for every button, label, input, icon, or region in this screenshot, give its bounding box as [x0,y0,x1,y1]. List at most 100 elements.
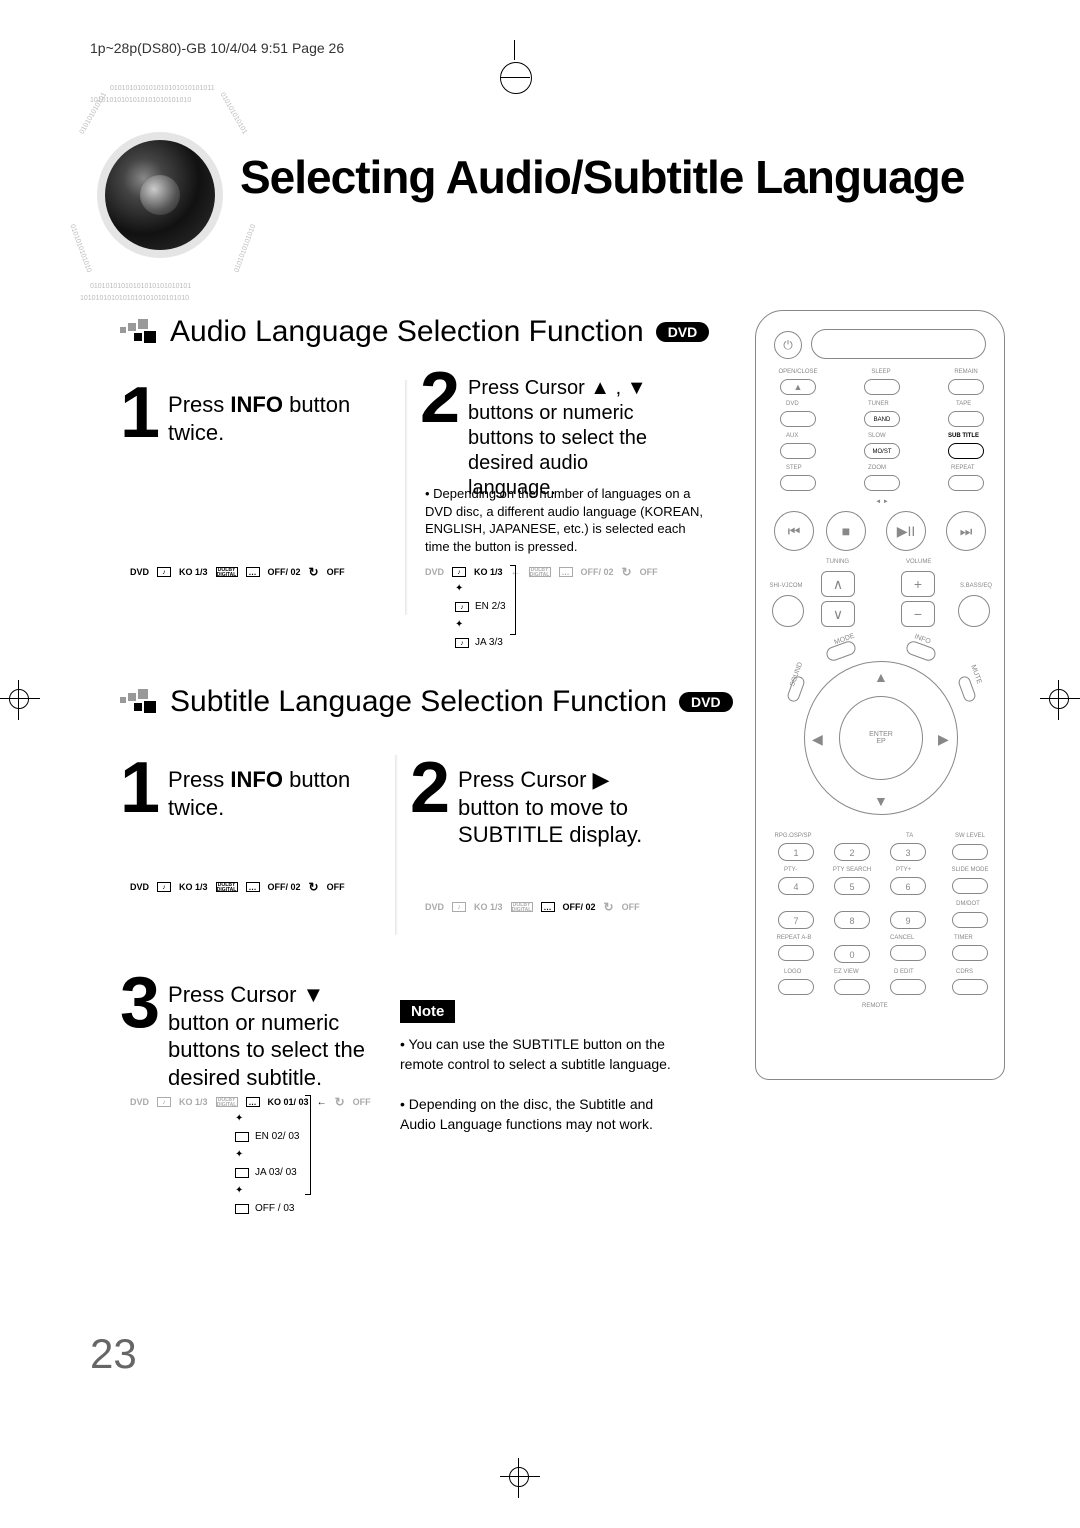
label-ptyp: PTY+ [896,867,911,873]
remain-button[interactable] [948,379,984,395]
subtitle-step-1: 1 Press INFO button twice. [120,760,380,821]
label-remain: REMAIN [946,369,986,375]
audio-step-2: 2 Press Cursor ▲ , ▼ buttons or numeric … [420,370,680,501]
dvd-badge: DVD [679,692,733,712]
slide-button[interactable] [952,878,988,894]
info-bar-audio-2: DVD ♪ KO 1/3 ← DOLBY DIGITAL OFF/ 02 ↻ O… [425,565,658,579]
label-timer: TIMER [954,935,973,941]
label-ptym: PTY- [784,867,797,873]
label-sbasseq: S.BASS/EQ [956,583,996,589]
num-9[interactable]: 9 [890,911,926,929]
label-swlevel: SW LEVEL [948,833,992,839]
label-dmdot: DM/DOT [948,901,988,907]
label-sleep: SLEEP [866,369,896,375]
tuner-band-button[interactable]: BAND [864,411,900,427]
audio-step-1: 1 Press INFO button twice. [120,385,380,446]
dpad-up[interactable]: ▲ [874,669,888,685]
num-3[interactable]: 3 [890,843,926,861]
step-number: 2 [410,760,450,818]
tuning-up[interactable]: ∧ [821,571,855,597]
label-ptysearch: PTY SEARCH [830,867,874,873]
dmdot-button[interactable] [952,912,988,928]
label-sedit: D EDIT [894,969,914,975]
audio-section-text: Audio Language Selection Function [170,315,644,349]
slow-button[interactable]: MO/ST [864,443,900,459]
repeat-button[interactable] [948,475,984,491]
sbasseq-button[interactable] [958,595,990,627]
label-mute: MUTE [969,664,982,685]
play-pause-button[interactable]: ▶II [886,511,926,551]
volume-up[interactable]: + [901,571,935,597]
zoom-button[interactable] [864,475,900,491]
label-subtitle: SUB TITLE [948,433,979,439]
dvd-badge: DVD [656,322,710,342]
step-number: 3 [120,975,160,1033]
sleep-button[interactable] [864,379,900,395]
ezview-button[interactable] [834,979,870,995]
info-bar-sub-2: DVD ♪ KO 1/3 DOLBY DIGITAL OFF/ 02 ↻ OFF [425,900,640,914]
logo-button[interactable] [778,979,814,995]
enter-button[interactable]: ENTER EP [839,696,923,780]
label-aux: AUX [786,433,798,439]
num-5[interactable]: 5 [834,877,870,895]
label-ezview: EZ VIEW [834,969,859,975]
step-number: 1 [120,760,160,818]
page-header-line: 1p~28p(DS80)-GB 10/4/04 9:51 Page 26 [90,40,344,56]
power-button[interactable]: ⏻ [774,331,802,359]
crop-mark-top [500,40,530,70]
sound-button[interactable] [786,675,806,704]
num-0[interactable]: 0 [834,945,870,963]
crop-mark-bottom [500,1458,540,1498]
label-dvd: DVD [786,401,799,407]
subtitle-step-2: 2 Press Cursor ▶ button to move to SUBTI… [410,760,670,849]
dpad-down[interactable]: ▼ [874,793,888,809]
subtitle-button[interactable] [948,443,984,459]
next-button[interactable]: ⏭ [946,511,986,551]
info-bar-sub-1: DVD ♪ KO 1/3 DOLBY DIGITAL OFF/ 02 ↻ OFF [130,880,345,894]
crop-mark-right [1040,680,1080,720]
prev-button[interactable]: ⏮ [774,511,814,551]
label-step: STEP [786,465,802,471]
step-text: Press Cursor ▶ button to move to SUBTITL… [458,760,670,849]
label-tuning: TUNING [826,559,849,565]
shvjcom-button[interactable] [772,595,804,627]
label-logo: LOGO [784,969,801,975]
num-6[interactable]: 6 [890,877,926,895]
sedit-button[interactable] [890,979,926,995]
list-bracket [510,565,516,635]
dpad-right[interactable]: ▶ [938,731,949,748]
dvd-button[interactable] [780,411,816,427]
label-volume: VOLUME [906,559,931,565]
info-bar-sub-3: DVD ♪ KO 1/3 DOLBY DIGITAL KO 01/ 03 ← ↻… [130,1095,371,1109]
label-ta: TA [906,833,913,839]
subtitle-lang-list: ✦ EN 02/ 03 ✦ JA 03/ 03 ✦ OFF / 03 [235,1110,299,1218]
step-text: Press Cursor ▼ button or numeric buttons… [168,975,390,1091]
num-4[interactable]: 4 [778,877,814,895]
pixel-icon [120,319,158,345]
timer-button[interactable] [952,945,988,961]
subtitle-section-title: Subtitle Language Selection Function DVD [120,685,733,719]
label-openclose: OPEN/CLOSE [776,369,820,375]
tape-button[interactable] [948,411,984,427]
note-bullet-2: • Depending on the disc, the Subtitle an… [400,1095,690,1134]
step-button[interactable] [780,475,816,491]
step-text: Press INFO button twice. [168,760,380,821]
cdrs-button[interactable] [952,979,988,995]
step-text: Press Cursor ▲ , ▼ buttons or numeric bu… [468,370,680,501]
label-repeat: REPEAT [951,465,975,471]
num-2[interactable]: 2 [834,843,870,861]
tuning-down[interactable]: ∨ [821,601,855,627]
repab-button[interactable] [778,945,814,961]
stop-button[interactable]: ■ [826,511,866,551]
num-1[interactable]: 1 [778,843,814,861]
num-7[interactable]: 7 [778,911,814,929]
subtitle-section-text: Subtitle Language Selection Function [170,685,667,719]
num-8[interactable]: 8 [834,911,870,929]
swlevel-button[interactable] [952,844,988,860]
cancel-button[interactable] [890,945,926,961]
volume-down[interactable]: − [901,601,935,627]
dpad-left[interactable]: ◀ [812,731,823,748]
aux-button[interactable] [780,443,816,459]
openclose-button[interactable]: ▲ [780,379,816,395]
label-shvjcom: SHI-VJCOM [766,583,806,589]
